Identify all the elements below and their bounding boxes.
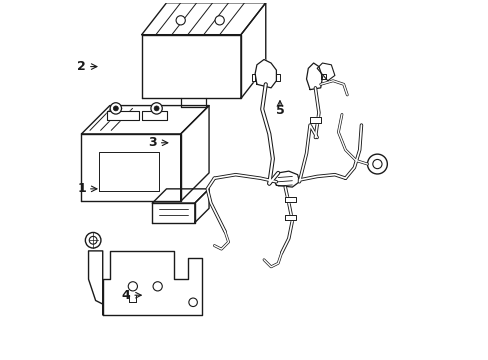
Polygon shape	[142, 35, 241, 99]
Polygon shape	[255, 59, 276, 88]
Circle shape	[128, 282, 137, 291]
Circle shape	[85, 233, 101, 248]
Polygon shape	[320, 74, 325, 79]
Polygon shape	[195, 189, 209, 222]
Polygon shape	[285, 197, 295, 202]
Circle shape	[188, 298, 197, 306]
Circle shape	[153, 282, 162, 291]
Polygon shape	[181, 105, 209, 201]
Polygon shape	[107, 111, 139, 120]
Polygon shape	[306, 63, 322, 90]
Circle shape	[89, 237, 97, 244]
Circle shape	[154, 106, 159, 111]
Polygon shape	[152, 189, 209, 203]
Polygon shape	[142, 111, 167, 120]
Polygon shape	[276, 74, 279, 81]
Polygon shape	[285, 215, 295, 220]
Text: 3: 3	[148, 136, 156, 149]
Polygon shape	[251, 74, 255, 81]
Text: 1: 1	[77, 183, 86, 195]
Circle shape	[372, 159, 381, 168]
Polygon shape	[142, 3, 265, 35]
Circle shape	[110, 103, 121, 114]
Text: 5: 5	[275, 104, 284, 117]
Text: 2: 2	[77, 60, 86, 73]
Polygon shape	[88, 251, 102, 315]
Text: 4: 4	[121, 289, 130, 302]
Polygon shape	[309, 117, 320, 123]
Circle shape	[367, 154, 386, 174]
Circle shape	[151, 103, 162, 114]
Polygon shape	[152, 203, 195, 222]
Polygon shape	[317, 63, 334, 81]
Polygon shape	[241, 3, 265, 99]
Circle shape	[113, 106, 118, 111]
Polygon shape	[102, 251, 202, 315]
Polygon shape	[81, 105, 209, 134]
Polygon shape	[81, 134, 181, 201]
Circle shape	[215, 16, 224, 25]
Circle shape	[176, 16, 185, 25]
Polygon shape	[272, 171, 299, 187]
